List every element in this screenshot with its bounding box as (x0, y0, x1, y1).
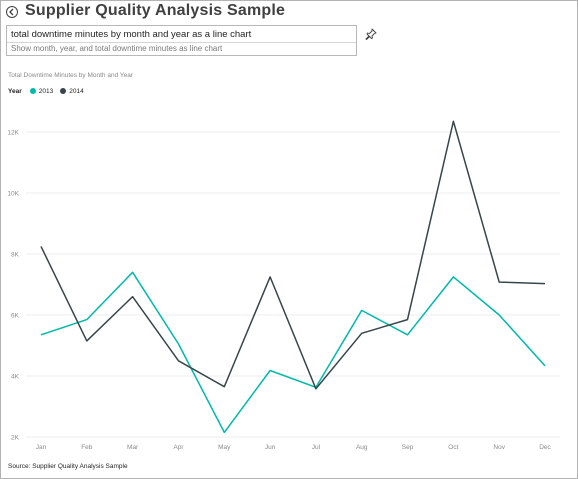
qa-suggestion[interactable]: Show month, year, and total downtime min… (11, 44, 223, 53)
y-tick-label: 12K (7, 130, 19, 137)
x-tick-label: Aug (356, 444, 368, 451)
back-arrow-icon[interactable] (6, 6, 18, 18)
data-point-2014[interactable] (313, 386, 319, 392)
x-tick-label: Apr (173, 444, 184, 451)
data-point-2013[interactable] (359, 307, 365, 313)
y-tick-label: 6K (11, 313, 20, 320)
page-title: Supplier Quality Analysis Sample (25, 2, 286, 19)
y-tick-label: 8K (11, 252, 20, 259)
y-tick-label: 2K (11, 435, 20, 442)
data-point-2014[interactable] (542, 281, 548, 287)
legend-item-2013[interactable]: 2013 (29, 87, 54, 95)
legend-marker-2014 (60, 88, 67, 94)
qa-question-input[interactable]: total downtime minutes by month and year… (11, 29, 252, 40)
data-point-2013[interactable] (84, 317, 90, 323)
data-point-2014[interactable] (130, 294, 136, 300)
legend-item-2014[interactable]: 2014 (60, 87, 84, 95)
x-tick-label: Jan (36, 444, 47, 451)
legend-title: Year (8, 87, 22, 95)
data-point-2014[interactable] (84, 338, 90, 344)
data-point-2013[interactable] (267, 368, 273, 374)
data-point-2014[interactable] (267, 274, 273, 280)
x-tick-label: Feb (81, 444, 93, 451)
x-tick-label: Mar (127, 444, 139, 451)
data-point-2013[interactable] (175, 341, 181, 347)
data-point-2013[interactable] (450, 274, 456, 280)
legend-label-2014: 2014 (69, 87, 84, 95)
data-point-2013[interactable] (130, 269, 136, 275)
series-line-2013[interactable] (40, 271, 546, 434)
data-point-2013[interactable] (405, 332, 411, 338)
x-tick-label: May (218, 444, 231, 451)
data-point-2014[interactable] (221, 384, 227, 390)
data-point-2014[interactable] (405, 317, 411, 323)
legend-label-2013: 2013 (38, 87, 54, 95)
data-point-2013[interactable] (496, 312, 502, 318)
x-tick-label: Sep (402, 444, 414, 451)
data-point-2014[interactable] (38, 243, 44, 249)
x-tick-label: Dec (539, 444, 551, 451)
data-point-2013[interactable] (38, 332, 44, 338)
qa-divider (7, 42, 356, 43)
data-point-2013[interactable] (542, 363, 548, 369)
pin-icon[interactable] (365, 27, 377, 40)
x-tick-label: Oct (448, 444, 458, 451)
legend: Year 2013 2014 (8, 86, 91, 96)
series-line-2014[interactable] (40, 120, 546, 390)
data-point-2014[interactable] (450, 118, 456, 124)
x-tick-label: Nov (493, 444, 505, 451)
data-point-2014[interactable] (496, 279, 502, 285)
source-note: Source: Supplier Quality Analysis Sample (8, 463, 128, 470)
y-tick-label: 4K (11, 374, 20, 381)
chart-title: Total Downtime Minutes by Month and Year (8, 72, 134, 79)
qa-box: total downtime minutes by month and year… (6, 25, 357, 56)
y-tick-label: 10K (7, 191, 19, 198)
data-point-2014[interactable] (359, 330, 365, 336)
x-tick-label: Jun (265, 444, 276, 451)
legend-marker-2013 (29, 88, 36, 94)
x-tick-label: Jul (312, 444, 321, 451)
data-point-2014[interactable] (175, 358, 181, 364)
data-point-2013[interactable] (221, 429, 227, 435)
header: Supplier Quality Analysis Sample (0, 0, 578, 24)
